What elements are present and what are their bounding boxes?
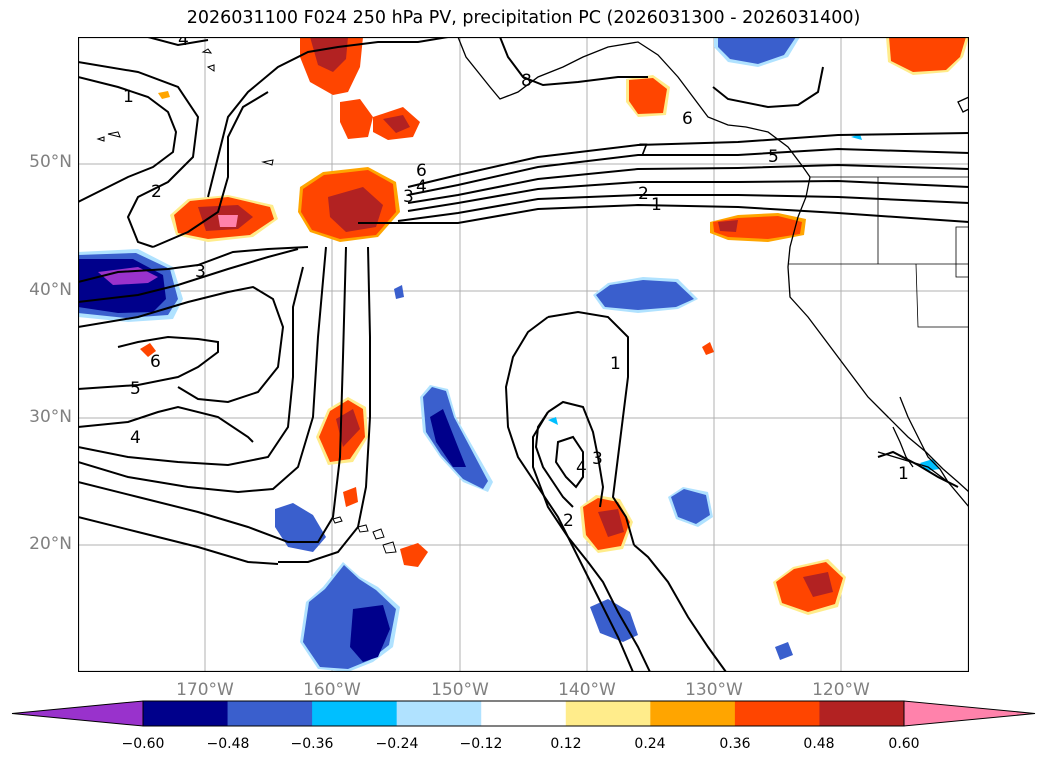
figure-title: 2026031100 F024 250 hPa PV, precipitatio… [186,8,861,28]
lon-label-120w: 120°W [812,680,870,700]
contour-label: 8 [521,71,532,91]
colorbar-cell [396,701,482,726]
colorbar-cell [227,701,313,726]
contour-label: 1 [123,87,134,107]
pv-contours [78,37,969,672]
map-frame [78,37,969,672]
colorbar-cell [143,701,229,726]
colorbar-tick: −0.36 [290,736,334,752]
contour-label: 5 [130,379,141,399]
lon-label-160w: 160°W [303,680,361,700]
contour-label: 1 [651,195,662,215]
colorbar-cell [819,701,905,726]
contour-label: 3 [195,262,206,282]
colorbar-tick: 0.48 [803,736,835,752]
colorbar-tick: −0.12 [459,736,503,752]
contour-label: 7 [638,141,649,161]
colorbar-cell [734,701,820,726]
lon-label-140w: 140°W [558,680,616,700]
colorbar-cell [565,701,651,726]
alaska-coast [457,37,811,178]
colorbar-tick: 0.36 [719,736,751,752]
contour-label: 1 [610,354,621,374]
lat-label-30n: 30°N [29,407,72,427]
map-plot: 4 1 8 2 6 7 3 4 2 1 3 6 5 4 1 3 4 2 1 5 … [78,37,969,672]
lat-label-40n: 40°N [29,280,72,300]
contour-label: 2 [563,511,574,531]
contour-label: 6 [150,352,161,372]
colorbar-tick: 0.24 [634,736,666,752]
colorbar [11,700,1036,727]
colorbar-tick: 0.12 [550,736,582,752]
coastlines [457,37,969,508]
contour-label: 6 [416,161,427,181]
colorbar-tick: −0.60 [121,736,165,752]
borders [788,176,969,328]
contour-label: 4 [416,177,427,197]
lon-label-170w: 170°W [176,680,234,700]
colorbar-cell [650,701,736,726]
colorbar-tick: −0.48 [206,736,250,752]
contour-label: 2 [151,182,162,202]
colorbar-tick: 0.60 [888,736,920,752]
lon-label-130w: 130°W [685,680,743,700]
contour-label: 1 [898,464,909,484]
colorbar-cell [312,701,398,726]
islands [96,48,397,554]
contour-label: 3 [403,187,414,207]
west-coast [787,176,969,493]
colorbar-extend-low [12,701,143,726]
contour-label: 5 [768,147,779,167]
colorbar-tick: −0.24 [375,736,419,752]
lat-label-50n: 50°N [29,152,72,172]
colorbar-cell [481,701,567,726]
contour-label: 4 [178,37,189,50]
contour-label: 4 [576,458,587,478]
colorbar-extend-high [904,701,1035,726]
contour-label: 2 [638,184,649,204]
gridlines [78,37,969,672]
contour-labels: 4 1 8 2 6 7 3 4 2 1 3 6 5 4 1 3 4 2 1 5 … [123,37,909,531]
contour-label: 3 [592,449,603,469]
lat-label-20n: 20°N [29,534,72,554]
contour-label: 4 [130,428,141,448]
lon-label-150w: 150°W [431,680,489,700]
contour-label: 6 [682,109,693,129]
